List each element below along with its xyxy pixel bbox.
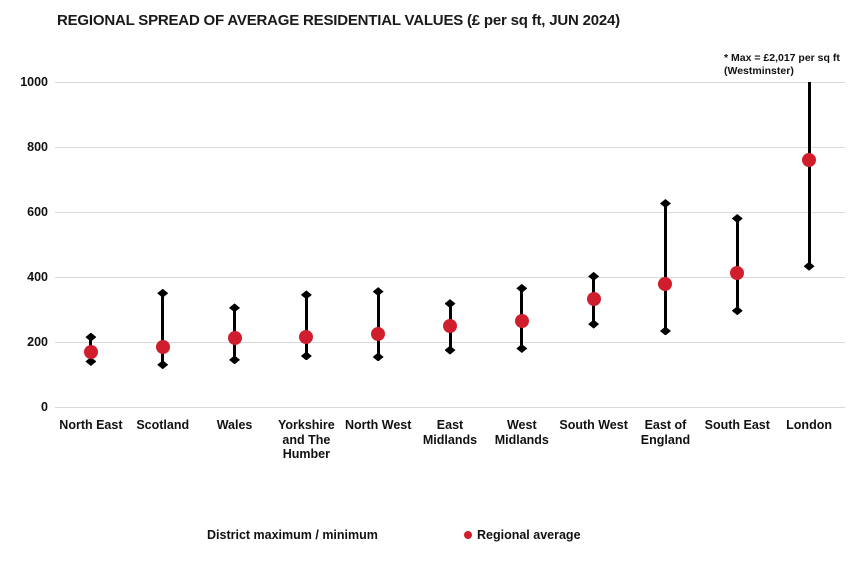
- x-axis-label: London: [769, 418, 849, 433]
- x-axis-label-line: Midlands: [494, 432, 549, 447]
- min-marker-icon: [803, 261, 815, 271]
- x-axis-label-line: North West: [344, 418, 412, 432]
- max-marker-icon: [731, 214, 743, 223]
- max-marker-icon: [516, 283, 528, 293]
- x-axis-label-line: West: [506, 418, 537, 432]
- x-axis-label-line: Midlands: [422, 432, 478, 447]
- x-axis-label: North West: [338, 418, 418, 433]
- x-axis-label: South West: [554, 418, 634, 433]
- min-marker-icon: [85, 357, 97, 366]
- x-axis-label-line: Yorkshire: [277, 418, 335, 432]
- x-axis-label-line: South West: [559, 418, 628, 432]
- range-bar: [663, 203, 667, 331]
- y-axis-tick-0: 0: [41, 400, 48, 414]
- x-axis-label: North East: [51, 418, 131, 433]
- gridline-400: [55, 276, 845, 278]
- legend-average-label: Regional average: [477, 528, 581, 542]
- x-axis-label-line: Humber: [282, 447, 330, 461]
- min-marker-icon: [588, 319, 600, 329]
- max-marker-icon: [588, 271, 600, 281]
- legend-item-average: Regional average: [464, 528, 581, 542]
- average-dot-icon: [155, 339, 170, 354]
- x-axis-label-line: London: [786, 418, 832, 432]
- y-axis-tick-800: 800: [27, 140, 48, 154]
- min-marker-icon: [731, 306, 743, 316]
- range-bar: [376, 291, 380, 357]
- range-bar: [161, 293, 165, 365]
- range-bar: [807, 82, 811, 267]
- average-dot-icon: [730, 265, 745, 280]
- min-marker-icon: [229, 355, 241, 365]
- max-marker-icon: [372, 287, 384, 297]
- min-marker-icon: [372, 352, 384, 362]
- x-axis-label-line: Scotland: [136, 418, 190, 432]
- y-axis-tick-400: 400: [27, 270, 48, 284]
- average-dot-icon: [227, 330, 242, 345]
- range-bar: [735, 218, 739, 311]
- max-marker-icon: [229, 303, 241, 313]
- chart-title: REGIONAL SPREAD OF AVERAGE RESIDENTIAL V…: [57, 12, 620, 29]
- min-marker-icon: [300, 351, 312, 361]
- range-bar: [304, 294, 308, 356]
- x-axis-label: Scotland: [123, 418, 203, 433]
- min-marker-icon: [659, 326, 671, 336]
- gridline-800: [55, 146, 845, 148]
- average-dot-icon: [371, 327, 386, 342]
- gridline-0: [55, 406, 845, 408]
- legend-range-label: District maximum / minimum: [207, 528, 378, 542]
- x-axis-label: West Midlands: [482, 418, 562, 447]
- x-axis-label-line: Wales: [216, 418, 253, 432]
- max-marker-icon: [300, 290, 312, 300]
- gridline-600: [55, 211, 845, 213]
- x-axis-label: Wales: [195, 418, 275, 433]
- max-annotation-line1: * Max = £2,017 per sq ft: [724, 52, 840, 64]
- x-axis-label-line: and The: [282, 432, 331, 447]
- x-axis-label: East Midlands: [410, 418, 490, 447]
- plot-area: 0 200 400 600 800 1000 North East Scotland Wales…: [20, 75, 845, 461]
- average-dot-icon: [802, 153, 817, 167]
- max-marker-icon: [444, 299, 456, 309]
- y-axis-tick-1000: 1000: [20, 75, 48, 89]
- x-axis-label: Yorkshire and The Humber: [266, 418, 346, 462]
- average-dot-icon: [299, 330, 314, 345]
- average-dot-icon: [658, 277, 673, 292]
- min-marker-icon: [157, 360, 169, 370]
- legend-item-range: District maximum / minimum: [207, 528, 378, 542]
- x-axis-label: East of England: [626, 418, 706, 447]
- max-marker-icon: [85, 332, 97, 342]
- min-marker-icon: [444, 345, 456, 355]
- gridline-1000: [55, 81, 845, 83]
- average-dot-icon: [83, 344, 98, 359]
- average-dot-icon: [586, 292, 601, 307]
- max-marker-icon: [157, 288, 169, 298]
- x-axis-label-line: East of: [644, 418, 687, 432]
- legend: District maximum / minimum Regional aver…: [0, 528, 852, 546]
- x-axis-label-line: England: [640, 432, 691, 447]
- x-axis-label-line: North East: [59, 418, 123, 432]
- y-axis-tick-200: 200: [27, 335, 48, 349]
- y-axis-tick-600: 600: [27, 205, 48, 219]
- red-dot-icon: [464, 531, 472, 539]
- min-marker-icon: [516, 344, 528, 353]
- average-dot-icon: [514, 314, 529, 329]
- max-annotation-line2: (Westminster): [724, 65, 794, 77]
- x-axis-label: South East: [697, 418, 777, 433]
- max-annotation: * Max = £2,017 per sq ft (Westminster): [724, 52, 840, 78]
- average-dot-icon: [443, 318, 457, 333]
- x-axis-label-line: South East: [704, 418, 770, 432]
- x-axis-label-line: East: [436, 418, 464, 432]
- max-marker-icon: [659, 199, 671, 209]
